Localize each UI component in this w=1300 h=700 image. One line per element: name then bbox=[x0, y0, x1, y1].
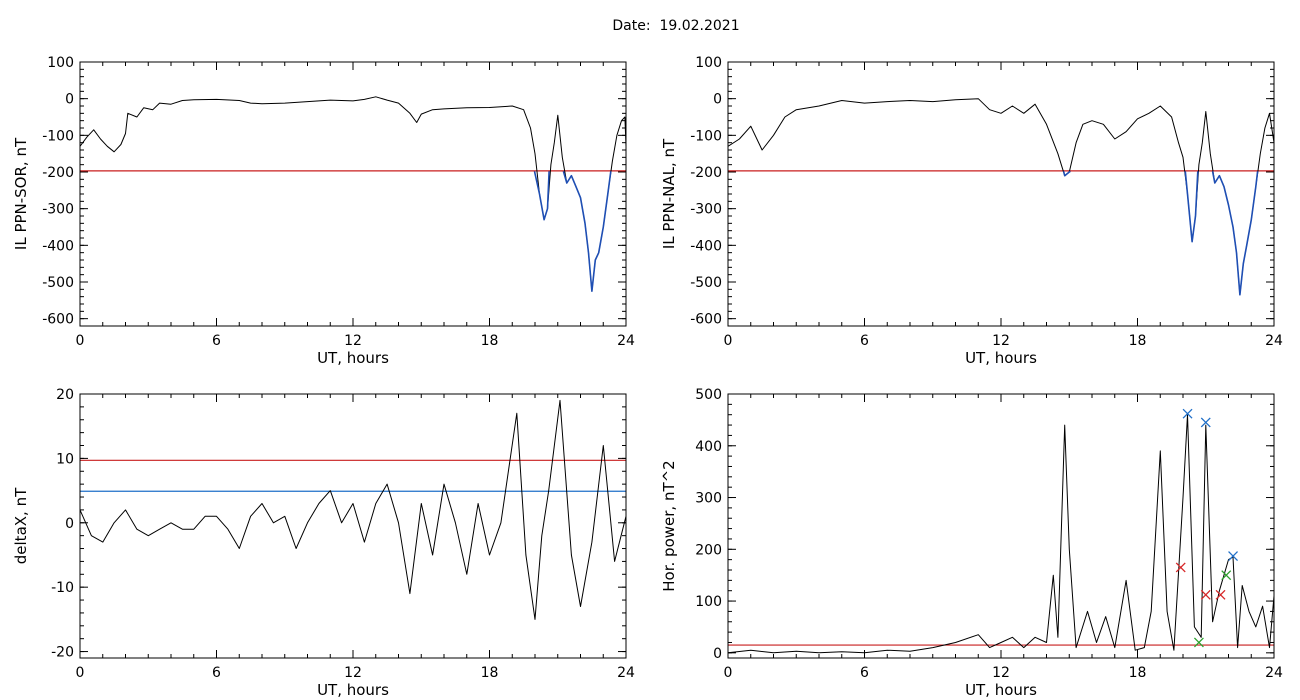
y-tick-label: 0 bbox=[65, 92, 74, 108]
x-tick-label: 24 bbox=[1265, 333, 1283, 349]
y-tick-label: -20 bbox=[51, 645, 74, 661]
y-tick-label: -200 bbox=[690, 165, 722, 181]
y-tick-label: -300 bbox=[42, 202, 74, 218]
x-tick-label: 18 bbox=[481, 665, 499, 681]
series-line-3 bbox=[1184, 171, 1199, 243]
x-tick-label: 0 bbox=[724, 333, 733, 349]
y-tick-label: -100 bbox=[690, 128, 722, 144]
y-axis-title: Hor. power, nT^2 bbox=[660, 460, 678, 591]
x-tick-label: 6 bbox=[860, 333, 869, 349]
x-axis-title: UT, hours bbox=[965, 681, 1037, 699]
y-tick-label: 400 bbox=[695, 439, 722, 455]
series-line-2 bbox=[533, 171, 550, 221]
x-tick-label: 6 bbox=[212, 665, 221, 681]
series-line-1 bbox=[80, 96, 626, 292]
y-tick-label: -300 bbox=[690, 202, 722, 218]
y-tick-label: 100 bbox=[47, 55, 74, 71]
y-tick-label: -400 bbox=[690, 238, 722, 254]
y-tick-label: -200 bbox=[42, 165, 74, 181]
y-tick-label: -10 bbox=[51, 580, 74, 596]
y-tick-label: 0 bbox=[713, 646, 722, 662]
plot-frame bbox=[727, 61, 1275, 327]
x-tick-label: 12 bbox=[992, 333, 1010, 349]
y-tick-label: 300 bbox=[695, 491, 722, 507]
x-axis-title: UT, hours bbox=[317, 681, 389, 699]
x-tick-label: 12 bbox=[344, 333, 362, 349]
plot-frame bbox=[79, 393, 627, 659]
x-tick-label: 24 bbox=[617, 665, 635, 681]
data-marker-2 bbox=[1200, 417, 1211, 428]
y-tick-label: 10 bbox=[56, 451, 74, 467]
x-tick-label: 12 bbox=[344, 665, 362, 681]
x-tick-label: 18 bbox=[481, 333, 499, 349]
y-tick-label: 0 bbox=[713, 92, 722, 108]
series-line-3 bbox=[562, 171, 612, 292]
x-tick-label: 6 bbox=[860, 665, 869, 681]
data-marker-8 bbox=[1193, 637, 1204, 648]
y-axis-title: IL PPN-SOR, nT bbox=[12, 137, 30, 250]
x-tick-label: 18 bbox=[1129, 665, 1147, 681]
x-tick-label: 0 bbox=[76, 333, 85, 349]
plot-frame bbox=[79, 61, 627, 327]
y-axis-title: IL PPN-NAL, nT bbox=[660, 138, 678, 249]
data-marker-3 bbox=[1228, 551, 1239, 561]
y-tick-label: 500 bbox=[695, 387, 722, 403]
data-marker-7 bbox=[1221, 570, 1232, 581]
y-axis-title: deltaX, nT bbox=[12, 487, 30, 564]
series-line-1 bbox=[728, 414, 1274, 654]
x-tick-label: 0 bbox=[76, 665, 85, 681]
data-marker-1 bbox=[1182, 408, 1193, 419]
y-tick-label: -600 bbox=[42, 312, 74, 328]
y-tick-label: 0 bbox=[65, 516, 74, 532]
x-axis-title: UT, hours bbox=[965, 349, 1037, 367]
x-tick-label: 6 bbox=[212, 333, 221, 349]
x-tick-label: 0 bbox=[724, 665, 733, 681]
y-tick-label: 100 bbox=[695, 55, 722, 71]
x-axis-title: UT, hours bbox=[317, 349, 389, 367]
series-line-1 bbox=[80, 399, 626, 620]
data-marker-4 bbox=[1175, 562, 1186, 573]
x-tick-label: 24 bbox=[1265, 665, 1283, 681]
y-tick-label: -600 bbox=[690, 312, 722, 328]
x-tick-label: 12 bbox=[992, 665, 1010, 681]
y-tick-label: 100 bbox=[695, 594, 722, 610]
chart-panel-hor-power: 500 400 300 200 100 00 6 12 18 24 UT, hours Hor. po… bbox=[660, 387, 1283, 699]
x-tick-label: 24 bbox=[617, 333, 635, 349]
series-line-4 bbox=[1211, 171, 1259, 296]
y-tick-label: -500 bbox=[690, 275, 722, 291]
y-tick-label: 20 bbox=[56, 387, 74, 403]
data-marker-6 bbox=[1215, 589, 1226, 600]
data-marker-5 bbox=[1200, 589, 1211, 600]
series-line-2 bbox=[1062, 170, 1071, 177]
x-tick-label: 18 bbox=[1129, 333, 1147, 349]
y-tick-label: -400 bbox=[42, 238, 74, 254]
y-tick-label: 200 bbox=[695, 542, 722, 558]
series-line-1 bbox=[728, 98, 1274, 296]
page-title: Date: 19.02.2021 bbox=[612, 18, 740, 34]
y-tick-label: -100 bbox=[42, 128, 74, 144]
plot-frame bbox=[727, 393, 1275, 659]
y-tick-label: -500 bbox=[42, 275, 74, 291]
